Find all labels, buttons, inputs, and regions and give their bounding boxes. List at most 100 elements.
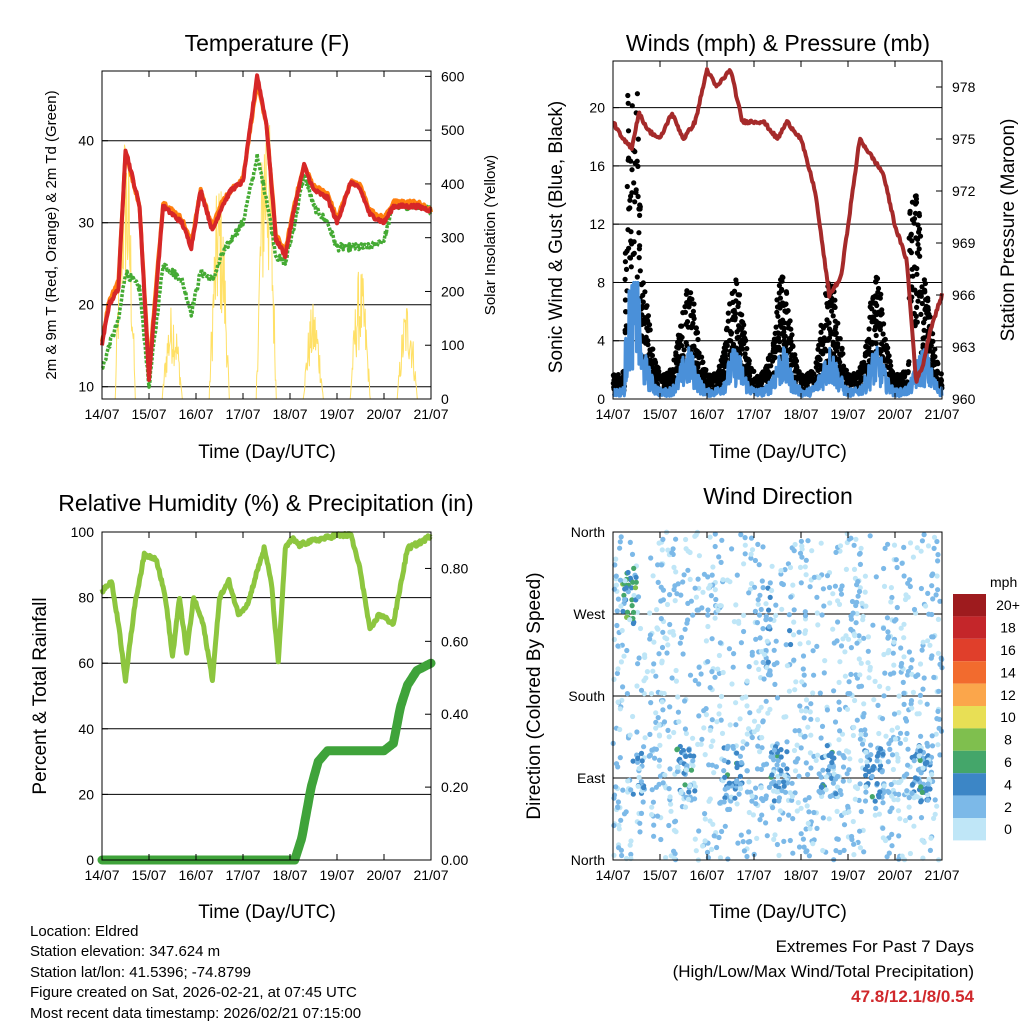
- direction-point: [925, 590, 931, 597]
- legend-swatch: [953, 750, 986, 774]
- direction-point: [849, 598, 856, 605]
- direction-point: [657, 742, 663, 748]
- direction-point: [881, 583, 888, 590]
- direction-point: [804, 803, 810, 809]
- gust-point: [831, 304, 838, 310]
- gust-point: [895, 372, 901, 378]
- direction-point: [796, 773, 802, 779]
- direction-point: [793, 679, 799, 685]
- gust-point: [792, 352, 798, 358]
- direction-point: [918, 585, 925, 592]
- direction-point: [897, 816, 903, 822]
- direction-point: [931, 534, 938, 540]
- direction-point: [666, 734, 672, 740]
- direction-point: [901, 690, 907, 696]
- direction-point: [653, 673, 659, 679]
- direction-point: [792, 728, 798, 734]
- direction-point: [889, 805, 895, 811]
- direction-point: [620, 684, 626, 690]
- direction-point: [827, 600, 833, 606]
- direction-point: [891, 618, 898, 624]
- direction-point: [919, 538, 926, 544]
- direction-point: [631, 592, 637, 599]
- direction-point: [707, 685, 713, 691]
- direction-point: [656, 781, 662, 787]
- gust-point: [870, 316, 876, 322]
- direction-point: [935, 558, 941, 564]
- direction-point: [830, 780, 837, 786]
- y-tick-label: 40: [78, 721, 94, 737]
- gust-point: [677, 340, 683, 346]
- direction-point: [880, 835, 886, 841]
- gust-point: [628, 264, 634, 270]
- direction-point: [851, 724, 857, 731]
- direction-point: [740, 745, 746, 751]
- direction-point: [846, 809, 852, 815]
- direction-point: [763, 761, 770, 767]
- gust-point: [694, 348, 700, 354]
- direction-point: [848, 671, 854, 678]
- x-tick-label: 20/07: [366, 867, 401, 883]
- direction-point: [926, 611, 932, 617]
- direction-point: [852, 796, 858, 802]
- direction-point: [615, 804, 621, 811]
- direction-point: [854, 717, 860, 723]
- direction-point: [906, 649, 913, 655]
- legend-swatch: [953, 638, 986, 662]
- direction-point: [854, 582, 860, 588]
- direction-point: [916, 753, 922, 759]
- direction-point: [865, 648, 871, 654]
- direction-point: [700, 589, 706, 595]
- direction-point: [616, 822, 622, 828]
- direction-point: [773, 783, 779, 789]
- direction-point: [921, 532, 927, 538]
- gust-point: [796, 370, 802, 376]
- direction-point: [830, 591, 836, 597]
- direction-point: [671, 632, 677, 638]
- direction-point: [722, 823, 728, 829]
- direction-point: [648, 691, 655, 697]
- direction-point: [692, 836, 698, 842]
- direction-point: [627, 617, 633, 623]
- direction-point: [664, 601, 671, 608]
- direction-point: [807, 709, 813, 715]
- gust-point: [781, 337, 787, 344]
- direction-point: [708, 743, 714, 750]
- y-tick-label: 20: [78, 297, 94, 313]
- direction-point: [807, 584, 813, 590]
- direction-point: [635, 661, 641, 667]
- direction-point: [870, 622, 876, 628]
- gust-point: [729, 290, 735, 296]
- direction-point: [851, 852, 857, 858]
- legend-label: 18: [1000, 620, 1016, 636]
- direction-point: [889, 727, 895, 733]
- direction-point: [674, 591, 680, 597]
- direction-point: [810, 648, 816, 654]
- direction-point: [865, 634, 872, 640]
- direction-point: [803, 826, 809, 832]
- direction-point: [712, 615, 718, 621]
- gust-point: [646, 322, 653, 328]
- direction-point: [710, 738, 716, 744]
- direction-point: [715, 666, 721, 672]
- y-tick-label: 20: [589, 100, 605, 116]
- gust-point: [920, 289, 926, 295]
- gust-point: [779, 278, 785, 284]
- direction-point: [715, 607, 721, 614]
- gust-point: [785, 320, 791, 326]
- direction-point: [611, 852, 617, 858]
- gust-point: [859, 363, 865, 369]
- direction-point: [617, 577, 624, 583]
- direction-point: [673, 569, 679, 575]
- direction-point: [629, 551, 636, 558]
- direction-point: [852, 633, 858, 639]
- direction-point: [636, 655, 642, 661]
- direction-point: [705, 607, 711, 613]
- direction-point: [673, 536, 679, 542]
- direction-point: [763, 617, 769, 623]
- direction-point: [937, 661, 943, 668]
- direction-point: [692, 784, 698, 790]
- direction-point: [750, 812, 757, 818]
- gust-point: [923, 297, 929, 303]
